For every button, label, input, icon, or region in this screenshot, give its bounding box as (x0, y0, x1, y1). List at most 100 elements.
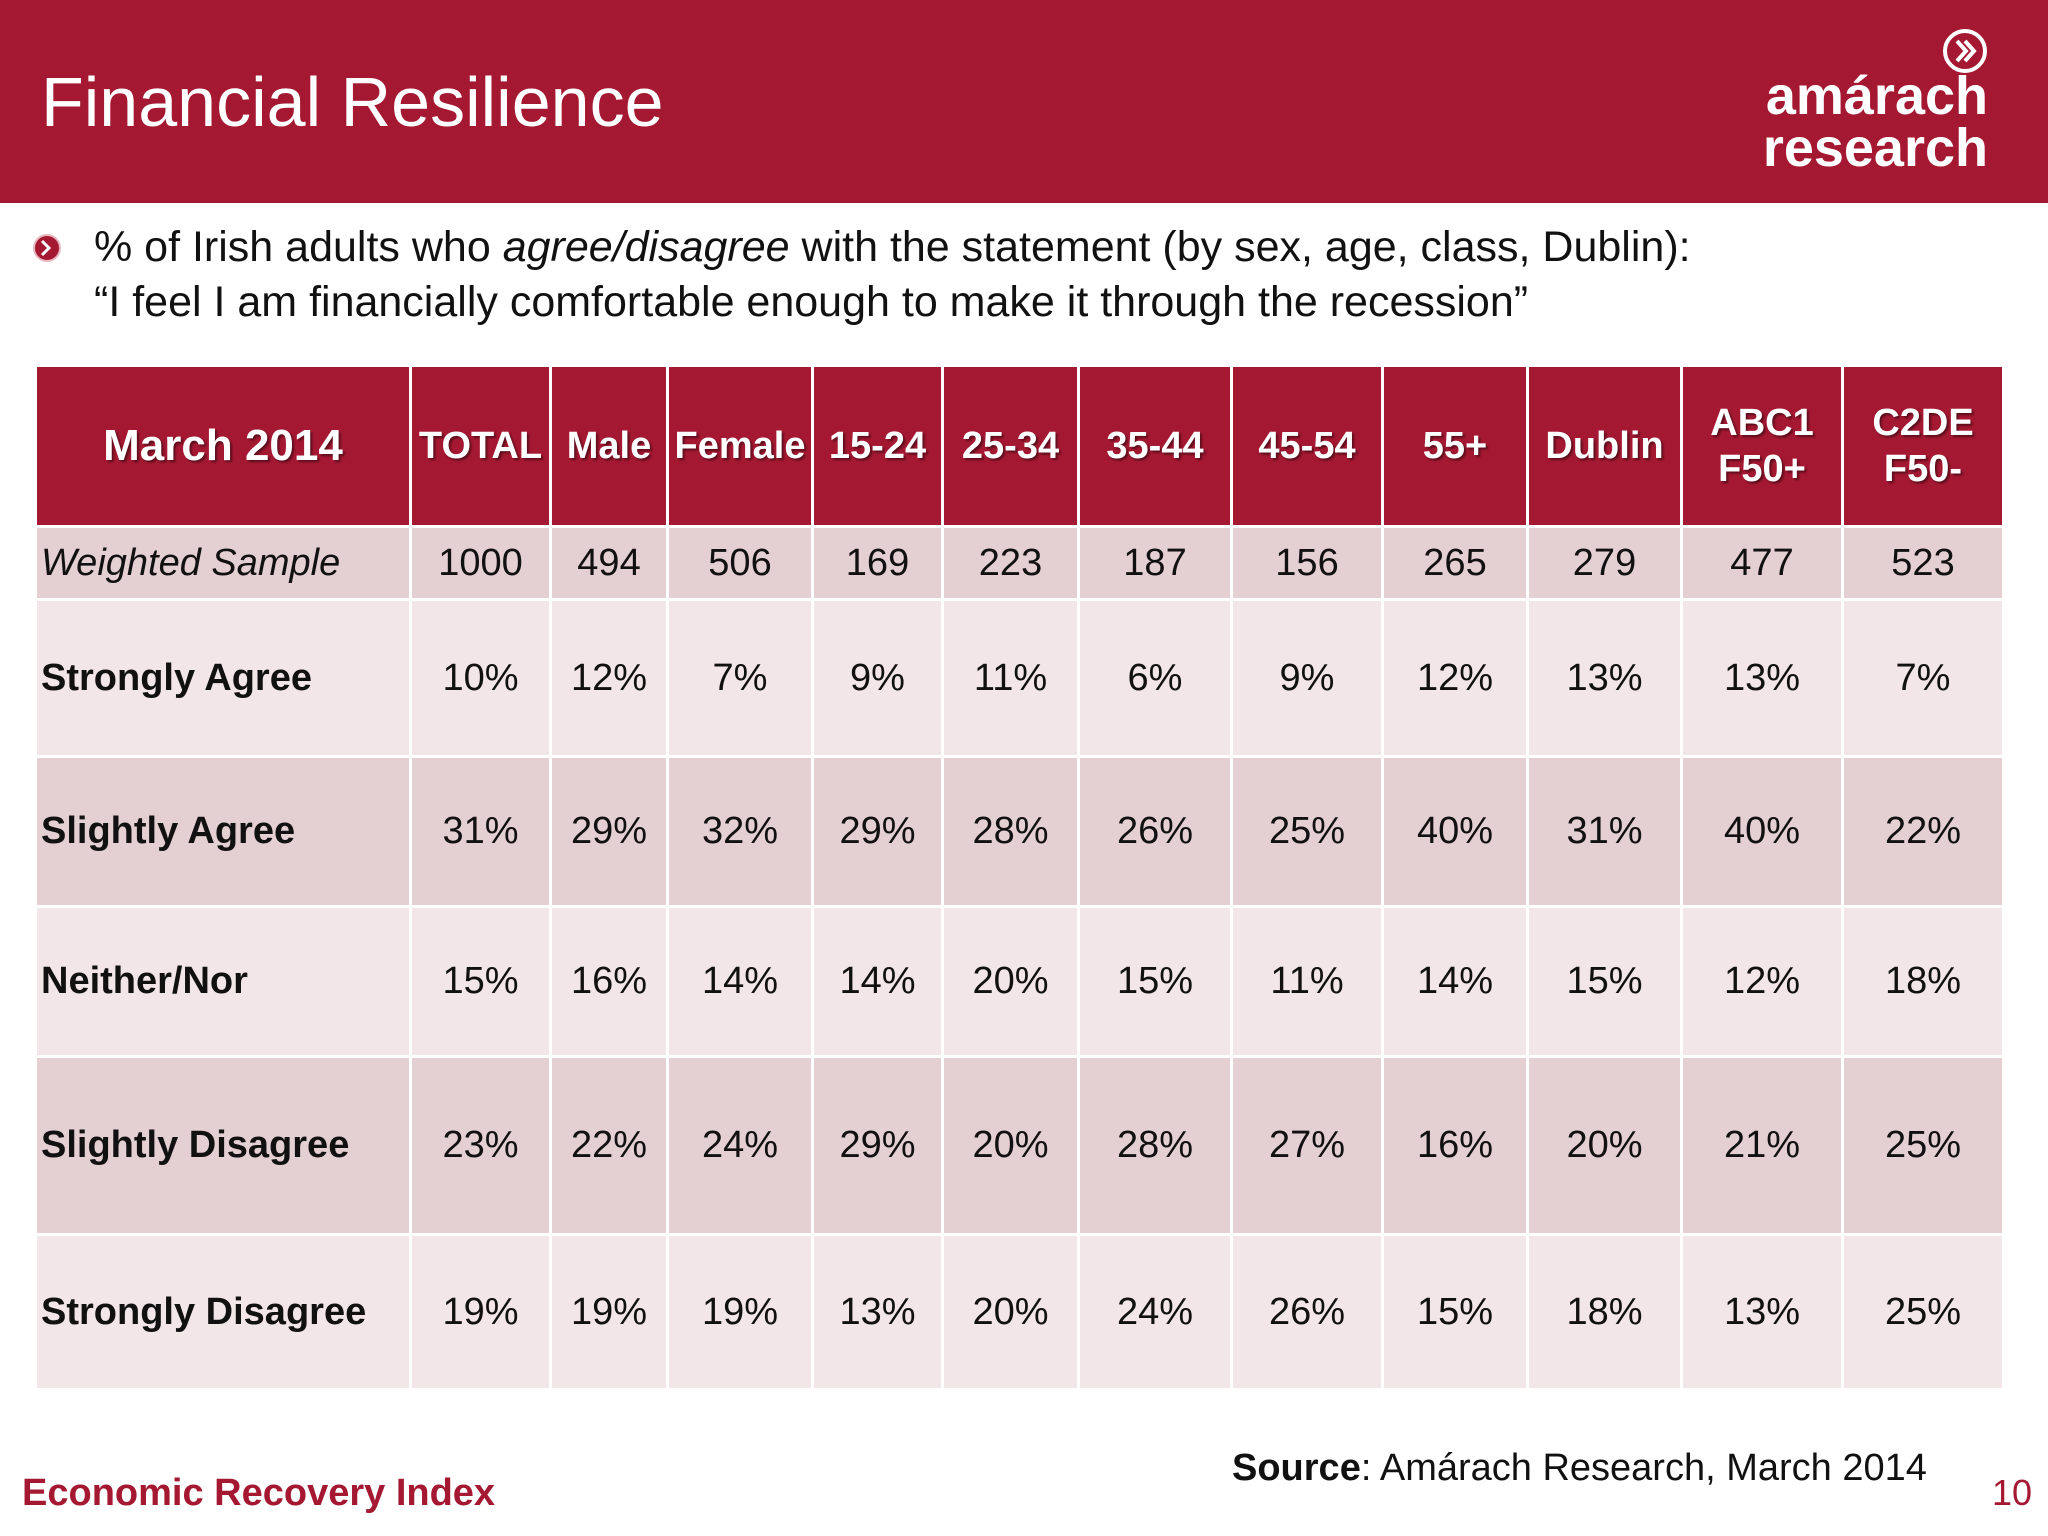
row-label: Strongly Disagree (37, 1236, 409, 1388)
table-cell: 28% (944, 758, 1077, 905)
table-cell: 15% (412, 908, 549, 1055)
amarach-logo: amárach research (1708, 28, 1988, 178)
table-cell: 187 (1080, 528, 1230, 598)
table-cell: 20% (944, 1236, 1077, 1388)
table-cell: 25% (1844, 1236, 2002, 1388)
header-cell: Female (669, 367, 811, 525)
table-cell: 15% (1080, 908, 1230, 1055)
table-cell: 40% (1683, 758, 1841, 905)
table-cell: 25% (1844, 1058, 2002, 1233)
header-bar: Financial Resilience amárach research (0, 0, 2048, 203)
subtitle-italic: agree/disagree (502, 223, 790, 271)
table-cell: 19% (669, 1236, 811, 1388)
table-cell: 31% (1529, 758, 1680, 905)
table-cell: 279 (1529, 528, 1680, 598)
table-body: Weighted Sample 1000 494 506 169 223 187 156 265… (37, 528, 2002, 1388)
table-cell: 24% (1080, 1236, 1230, 1388)
header-cell: 35-44 (1080, 367, 1230, 525)
table-cell: 156 (1233, 528, 1381, 598)
table-cell: 1000 (412, 528, 549, 598)
header-cell: TOTAL (412, 367, 549, 525)
table-cell: 26% (1233, 1236, 1381, 1388)
table-cell: 169 (814, 528, 941, 598)
row-label: Slightly Disagree (37, 1058, 409, 1233)
table-cell: 25% (1233, 758, 1381, 905)
logo-line-2: research (1762, 118, 1988, 178)
results-table: March 2014 TOTAL Male Female 15-24 25-34 35-44… (34, 364, 2005, 1391)
table-cell: 32% (669, 758, 811, 905)
table-cell: 27% (1233, 1058, 1381, 1233)
table-cell: 22% (552, 1058, 666, 1233)
table-row: Neither/Nor 15% 16% 14% 14% 20% 15% 11% 14% 15% 12… (37, 908, 2002, 1055)
header-row: March 2014 TOTAL Male Female 15-24 25-34 35-44… (37, 367, 2002, 525)
table-cell: 16% (1384, 1058, 1526, 1233)
header-cell: Male (552, 367, 666, 525)
table-cell: 20% (944, 908, 1077, 1055)
table-cell: 14% (669, 908, 811, 1055)
header-cell: 45-54 (1233, 367, 1381, 525)
subtitle-post: with the statement (by sex, age, class, … (789, 223, 1691, 271)
source-label: Source (1232, 1447, 1361, 1489)
slide-title: Financial Resilience (41, 63, 664, 141)
table-cell: 20% (1529, 1058, 1680, 1233)
table-cell: 7% (1844, 601, 2002, 755)
table-cell: 29% (552, 758, 666, 905)
row-label: Neither/Nor (37, 908, 409, 1055)
chevron-circle-icon (1943, 29, 1987, 73)
table-cell: 265 (1384, 528, 1526, 598)
header-cell-period: March 2014 (37, 367, 409, 525)
table-cell: 10% (412, 601, 549, 755)
table-cell: 19% (552, 1236, 666, 1388)
header-cell: C2DE F50- (1844, 367, 2002, 525)
table-cell: 12% (552, 601, 666, 755)
table-cell: 13% (1529, 601, 1680, 755)
table-cell: 22% (1844, 758, 2002, 905)
source-note: Source: Amárach Research, March 2014 (1232, 1447, 1927, 1490)
subtitle-pre: % of Irish adults who (94, 223, 503, 271)
table-row: Weighted Sample 1000 494 506 169 223 187 156 265… (37, 528, 2002, 598)
table-cell: 12% (1384, 601, 1526, 755)
table-cell: 19% (412, 1236, 549, 1388)
header-cell: Dublin (1529, 367, 1680, 525)
table-cell: 523 (1844, 528, 2002, 598)
table-row: Strongly Agree 10% 12% 7% 9% 11% 6% 9% 12% 13% 13%… (37, 601, 2002, 755)
header-cell: ABC1 F50+ (1683, 367, 1841, 525)
bullet-chevron-icon (33, 234, 61, 262)
table-cell: 7% (669, 601, 811, 755)
row-label: Slightly Agree (37, 758, 409, 905)
table-cell: 506 (669, 528, 811, 598)
table-cell: 9% (814, 601, 941, 755)
logo-line-1: amárach (1765, 66, 1988, 126)
table-cell: 12% (1683, 908, 1841, 1055)
table-cell: 11% (1233, 908, 1381, 1055)
table-cell: 20% (944, 1058, 1077, 1233)
table-cell: 40% (1384, 758, 1526, 905)
table-cell: 13% (1683, 1236, 1841, 1388)
table-cell: 14% (1384, 908, 1526, 1055)
subtitle-line-1: % of Irish adults who agree/disagree wit… (94, 220, 1691, 275)
header-cell: 55+ (1384, 367, 1526, 525)
table-header: March 2014 TOTAL Male Female 15-24 25-34 35-44… (37, 367, 2002, 525)
footer-index-name: Economic Recovery Index (22, 1472, 496, 1514)
row-label: Weighted Sample (37, 528, 409, 598)
table-cell: 6% (1080, 601, 1230, 755)
header-cell: 25-34 (944, 367, 1077, 525)
table-cell: 28% (1080, 1058, 1230, 1233)
table-cell: 11% (944, 601, 1077, 755)
table-cell: 223 (944, 528, 1077, 598)
table-cell: 31% (412, 758, 549, 905)
table-cell: 23% (412, 1058, 549, 1233)
table-cell: 9% (1233, 601, 1381, 755)
table-cell: 15% (1384, 1236, 1526, 1388)
header-cell: 15-24 (814, 367, 941, 525)
table-row: Slightly Disagree 23% 22% 24% 29% 20% 28% 27% 16… (37, 1058, 2002, 1233)
table-cell: 494 (552, 528, 666, 598)
page-number: 10 (1992, 1472, 2033, 1513)
table-cell: 24% (669, 1058, 811, 1233)
table-cell: 13% (814, 1236, 941, 1388)
table-cell: 18% (1529, 1236, 1680, 1388)
table-row: Slightly Agree 31% 29% 32% 29% 28% 26% 25% 40% 31… (37, 758, 2002, 905)
subtitle-line-2: “I feel I am financially comfortable eno… (94, 278, 1529, 326)
table-cell: 14% (814, 908, 941, 1055)
table-cell: 13% (1683, 601, 1841, 755)
